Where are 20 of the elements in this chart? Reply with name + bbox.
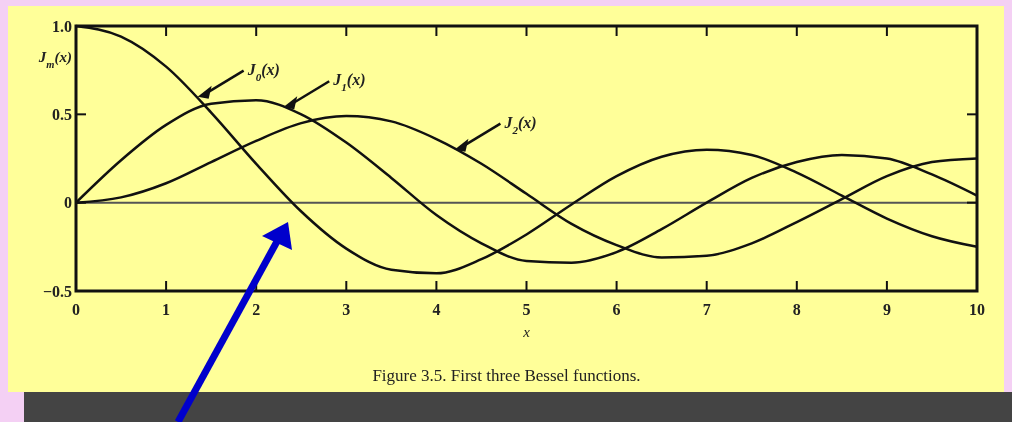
y-tick-label: 1.0 [52,17,72,35]
x-tick-label: 6 [612,301,621,318]
y-axis-title: J$_{m}$(x) [37,49,72,70]
x-tick-label: 8 [792,301,801,318]
text: Figure 3.5. First three Bessel functions. [372,366,641,385]
x-tick-label: 10 [969,301,985,318]
x-tick-label: 9 [882,301,891,318]
y-tick-label: 0 [64,194,72,212]
y-tick-label: 0.5 [52,105,72,123]
x-tick-label: 5 [522,301,531,318]
x-tick-label: 1 [162,301,171,318]
annotation: J$_{0}$(x) [246,60,280,83]
annotation: J$_{1}$(x) [332,71,366,94]
x-tick-label: 4 [432,301,441,318]
x-axis-title: x [522,324,531,340]
annotation: J$_{2}$(x) [503,113,537,136]
x-tick-label: 3 [342,301,351,318]
x-tick-label: 2 [252,301,261,318]
y-tick-label: −0.5 [42,282,72,300]
x-tick-label: 7 [702,301,711,318]
